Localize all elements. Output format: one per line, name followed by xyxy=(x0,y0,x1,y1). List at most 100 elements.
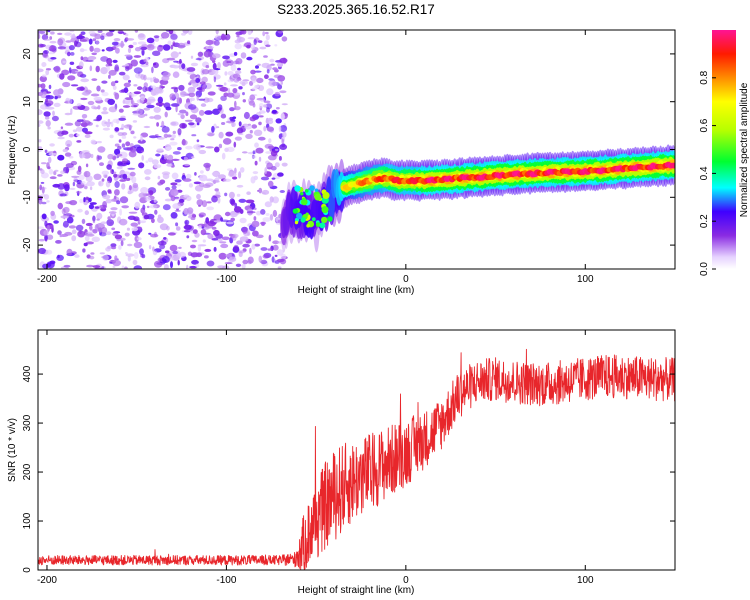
noise-speck xyxy=(108,74,111,79)
noise-speck xyxy=(167,154,174,161)
noise-speck xyxy=(114,189,120,196)
noise-speck xyxy=(265,103,273,110)
noise-speck xyxy=(206,206,214,211)
noise-speck xyxy=(74,40,78,47)
noise-speck xyxy=(256,112,262,116)
noise-speck xyxy=(193,181,201,185)
noise-speck xyxy=(188,92,196,98)
noise-speck xyxy=(143,193,147,201)
noise-speck xyxy=(215,30,219,35)
noise-speck xyxy=(91,105,97,110)
noise-speck xyxy=(149,135,158,139)
noise-speck xyxy=(174,209,181,212)
noise-speck xyxy=(145,160,149,163)
noise-speck xyxy=(66,248,73,256)
noise-speck xyxy=(254,160,258,166)
noise-speck xyxy=(251,243,256,250)
noise-speck xyxy=(181,32,186,36)
noise-speck xyxy=(45,116,50,120)
noise-speck xyxy=(189,265,198,269)
noise-speck xyxy=(96,212,103,220)
noise-speck xyxy=(172,203,182,210)
noise-speck xyxy=(38,139,42,143)
noise-speck xyxy=(83,197,86,203)
noise-speck xyxy=(38,68,44,73)
noise-speck xyxy=(102,254,109,261)
noise-speck xyxy=(272,196,279,204)
noise-speck xyxy=(84,235,90,242)
colorbar: 0.0 0.2 0.4 0.6 0.8 Normalized spectral ampl… xyxy=(699,30,750,276)
noise-speck xyxy=(204,255,209,259)
noise-speck xyxy=(40,83,46,89)
noise-speck xyxy=(255,65,259,69)
noise-speck xyxy=(49,45,56,52)
noise-speck xyxy=(231,121,236,128)
noise-speck xyxy=(239,217,247,224)
noise-speck xyxy=(172,130,176,135)
noise-speck xyxy=(100,35,105,40)
noise-speck xyxy=(261,189,270,195)
noise-speck xyxy=(149,205,158,209)
noise-speck xyxy=(264,74,269,79)
x-tick-label: 100 xyxy=(577,274,594,285)
noise-speck xyxy=(213,69,219,75)
noise-speck xyxy=(107,191,112,194)
noise-speck xyxy=(258,102,264,109)
noise-speck xyxy=(38,165,41,171)
noise-speck xyxy=(119,208,122,216)
noise-speck xyxy=(64,122,74,126)
noise-speck xyxy=(234,100,237,108)
noise-speck xyxy=(195,78,201,83)
noise-speck xyxy=(252,230,259,237)
noise-speck xyxy=(187,40,191,44)
noise-speck xyxy=(85,241,95,245)
ridge-blob xyxy=(327,216,333,222)
noise-speck xyxy=(205,178,214,182)
noise-speck xyxy=(137,219,141,225)
noise-speck xyxy=(57,131,64,137)
noise-speck xyxy=(197,245,202,252)
y-tick-label: -10 xyxy=(22,190,33,205)
noise-speck xyxy=(126,92,132,96)
noise-speck xyxy=(263,104,267,108)
noise-speck xyxy=(270,150,278,157)
noise-speck xyxy=(191,134,197,137)
noise-speck xyxy=(48,169,54,175)
noise-speck xyxy=(244,124,253,130)
noise-speck xyxy=(246,56,253,61)
noise-speck xyxy=(175,222,179,227)
noise-speck xyxy=(258,115,264,118)
noise-speck xyxy=(90,93,100,97)
y-tick-label: 0 xyxy=(22,146,33,152)
ridge-blob xyxy=(669,162,675,169)
colorbar-tick-label: 0.8 xyxy=(699,70,710,84)
noise-speck xyxy=(232,176,238,180)
noise-speck xyxy=(191,156,195,159)
noise-speck xyxy=(161,120,165,127)
noise-speck xyxy=(124,54,132,57)
noise-speck xyxy=(128,79,131,83)
noise-speck xyxy=(222,178,232,182)
noise-speck xyxy=(173,60,179,63)
noise-speck xyxy=(190,216,196,221)
noise-speck xyxy=(90,153,94,159)
noise-speck xyxy=(132,182,139,189)
noise-speck xyxy=(44,220,48,227)
noise-speck xyxy=(220,95,227,102)
noise-speck xyxy=(41,74,47,78)
noise-speck xyxy=(170,121,179,127)
noise-speck xyxy=(164,111,168,118)
ridge-blob xyxy=(305,189,309,193)
noise-speck xyxy=(60,170,66,174)
noise-speck xyxy=(133,84,138,87)
noise-speck xyxy=(94,33,102,40)
noise-speck xyxy=(170,195,176,202)
noise-speck xyxy=(161,126,170,133)
noise-speck xyxy=(258,40,263,43)
noise-speck xyxy=(242,227,248,234)
noise-speck xyxy=(47,166,51,170)
noise-speck xyxy=(41,213,47,220)
noise-speck xyxy=(66,216,74,224)
noise-speck xyxy=(277,266,282,269)
